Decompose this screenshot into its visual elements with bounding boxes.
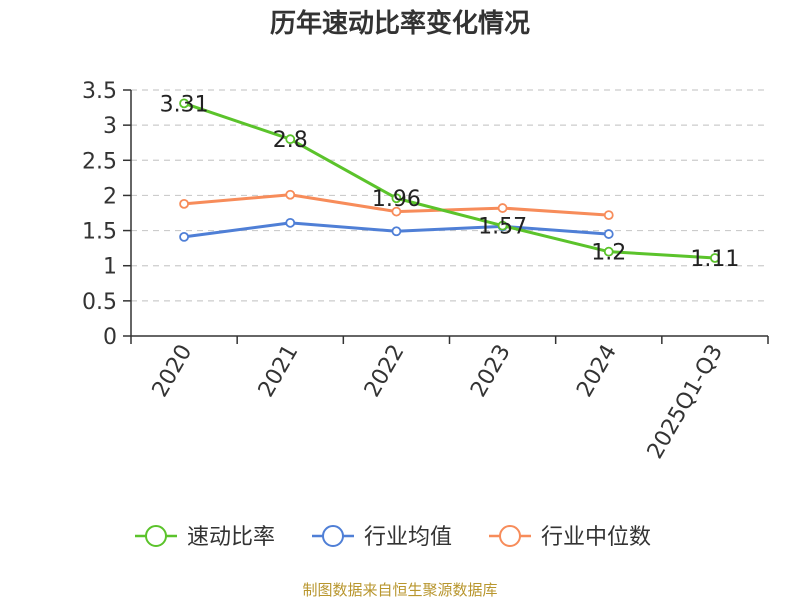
axes: 0 0.5 1 1.5 2 2.5 3 3.5 2020 2021 2022 2023 2024 2025… [82, 79, 769, 464]
legend[interactable]: 速动比率 行业均值 行业中位数 [135, 525, 651, 550]
series-point-3 [391, 206, 402, 217]
series-group: 3.31 2.8 1.96 1.57 1.2 1.11 [160, 92, 740, 272]
series-line-1 [183, 101, 716, 260]
x-tick-label: 2021 [254, 341, 304, 402]
series-point-2 [179, 231, 189, 242]
x-tick-label: 2022 [360, 341, 410, 402]
series-point-1 [179, 98, 189, 109]
legend-label: 速动比率 [187, 525, 275, 550]
series-point-2 [391, 226, 402, 237]
y-tick-label: 2 [103, 184, 117, 209]
series-point-3 [285, 189, 296, 200]
source-note: 制图数据来自恒生聚源数据库 [302, 581, 497, 599]
series-point-1 [285, 134, 296, 145]
series-point-1 [603, 246, 614, 257]
legend-label: 行业中位数 [541, 525, 651, 550]
series-point-3 [179, 198, 189, 209]
series-point-3 [497, 203, 508, 213]
data-label: 1.2 [591, 241, 626, 266]
y-tick-label: 1 [103, 255, 117, 280]
legend-marker [322, 525, 344, 547]
x-tick-label: 2020 [148, 341, 198, 402]
x-tick-label: 2025Q1-Q3 [643, 341, 728, 464]
legend-label: 行业均值 [364, 525, 452, 550]
series-point-2 [603, 229, 614, 239]
data-label: 3.31 [160, 92, 209, 117]
legend-item-3[interactable]: 行业中位数 [489, 525, 651, 550]
y-tick-label: 0.5 [82, 290, 117, 315]
legend-marker [499, 525, 521, 547]
series-point-1 [497, 220, 508, 231]
data-label: 1.96 [372, 187, 421, 212]
y-tick-label: 3 [103, 114, 117, 139]
x-tick-label: 2023 [466, 341, 516, 402]
y-tick-label: 1.5 [82, 220, 117, 245]
chart-title: 历年速动比率变化情况 [270, 8, 530, 39]
legend-item-2[interactable]: 行业均值 [312, 525, 452, 550]
grid [131, 89, 768, 302]
data-label: 1.57 [478, 215, 527, 240]
series-point-1 [391, 193, 402, 204]
x-tick-label: 2024 [572, 341, 622, 402]
series-point-1 [710, 253, 720, 263]
data-label: 1.11 [690, 247, 739, 272]
series-point-2 [285, 217, 296, 228]
legend-marker [145, 525, 167, 547]
legend-item-1[interactable]: 速动比率 [135, 525, 275, 550]
series-point-3 [603, 210, 614, 221]
y-tick-label: 0 [103, 325, 117, 350]
y-tick-label: 2.5 [82, 149, 117, 174]
data-label: 2.8 [273, 128, 308, 153]
y-tick-label: 3.5 [82, 79, 117, 104]
